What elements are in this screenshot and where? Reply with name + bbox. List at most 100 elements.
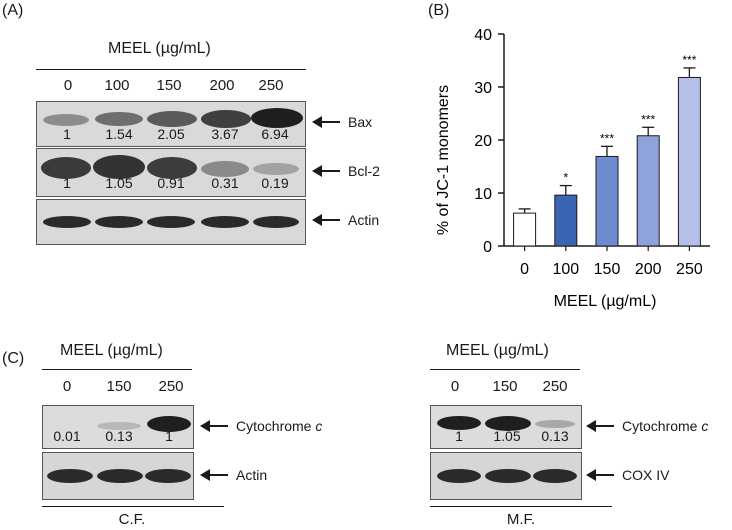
bar-0 (513, 212, 537, 247)
cytc-cf-label: Cytochrome (236, 418, 312, 434)
bcl2-band-200 (201, 161, 249, 177)
panel-c-right-header: MEEL (µg/mL) (446, 342, 549, 359)
actin-cf-band-150 (97, 469, 143, 483)
actin-arrow-a: Actin (312, 212, 380, 228)
panel-c-left-header-rule (42, 369, 192, 370)
bax-quant-200: 3.67 (211, 126, 239, 142)
bax-band-100 (95, 112, 143, 126)
coxiv-band-0 (437, 469, 481, 483)
panel-a-header-rule (36, 69, 306, 70)
panel-a-label: (A) (2, 2, 24, 19)
cytc-mf-band-250 (535, 420, 575, 428)
bcl2-quant-150: 0.91 (157, 175, 185, 191)
bcl2-band-0 (41, 157, 91, 179)
coxiv-band-250 (533, 469, 577, 483)
bcl2-band-250 (253, 163, 299, 175)
significance-200: *** (641, 112, 655, 126)
c-right-lane-150: 150 (492, 378, 518, 395)
actin-band-100 (95, 216, 143, 228)
c-left-lane-150: 150 (106, 378, 132, 395)
actin-cf-arrow: Actin (200, 467, 268, 483)
bar-250 (677, 76, 701, 247)
cytc-cf-band-250 (147, 416, 191, 432)
bcl2-arrow: Bcl-2 (312, 163, 380, 179)
panel-c-left-header: MEEL (µg/mL) (60, 342, 163, 359)
x-tick-label-200: 200 (635, 261, 662, 278)
y-tick-label-0: 0 (483, 239, 492, 256)
actin-cf-label: Actin (236, 467, 268, 483)
actin-cf-band-0 (47, 469, 93, 483)
c-left-lane-0: 0 (62, 378, 72, 395)
bcl2-label: Bcl-2 (348, 163, 380, 179)
cytc-mf-band-150 (485, 416, 531, 431)
bax-band-250 (251, 108, 303, 128)
bax-quant-150: 2.05 (157, 126, 185, 142)
bax-quant-100: 1.54 (105, 126, 133, 142)
panel-a-lane-250: 250 (258, 77, 284, 94)
cytc-cf-label-italic: c (315, 418, 323, 434)
actin-band-200 (201, 216, 249, 228)
panel-a-lane-0: 0 (63, 77, 73, 94)
bcl2-quant-250: 0.19 (261, 175, 289, 191)
cytc-cf-blot: 0.01 0.13 1 (42, 405, 194, 449)
y-tick-label-20: 20 (474, 133, 492, 150)
significance-250: *** (682, 53, 696, 67)
actin-band-150 (147, 216, 195, 228)
bar-200 (636, 135, 660, 247)
coxiv-mf-blot (430, 452, 582, 500)
arrow-left-icon (586, 420, 614, 432)
cytc-cf-arrow: Cytochrome c (200, 418, 323, 434)
coxiv-label: COX IV (622, 467, 670, 483)
bcl2-quant-0: 1 (63, 175, 71, 191)
bar-100 (554, 194, 578, 247)
c-left-lane-250: 250 (158, 378, 184, 395)
actin-label-a: Actin (348, 212, 380, 228)
cf-fraction-rule (42, 506, 224, 507)
bax-arrow: Bax (312, 114, 373, 130)
arrow-left-icon (586, 469, 614, 481)
bcl2-band-100 (93, 155, 145, 179)
x-tick-label-0: 0 (520, 261, 529, 278)
significance-100: * (563, 171, 568, 185)
cytc-mf-quant-0: 1 (455, 428, 463, 444)
cytc-mf-quant-250: 0.13 (541, 428, 569, 444)
cf-fraction-label: C.F. (118, 511, 146, 528)
cytc-cf-quant-150: 0.13 (105, 428, 133, 444)
coxiv-band-150 (485, 469, 531, 483)
bar-150 (595, 155, 619, 247)
bcl2-band-150 (147, 157, 197, 179)
bax-label: Bax (348, 114, 373, 130)
cytc-mf-quant-150: 1.05 (493, 428, 521, 444)
bcl2-blot: 1 1.05 0.91 0.31 0.19 (36, 148, 306, 197)
bax-band-0 (43, 114, 89, 126)
x-tick-label-100: 100 (552, 261, 579, 278)
coxiv-arrow: COX IV (586, 467, 670, 483)
arrow-left-icon (312, 165, 340, 177)
x-tick-label-250: 250 (676, 261, 703, 278)
actin-band-0 (43, 216, 91, 228)
arrow-left-icon (200, 420, 228, 432)
arrow-left-icon (312, 116, 340, 128)
panel-a-lane-150: 150 (156, 77, 182, 94)
c-right-lane-0: 0 (450, 378, 460, 395)
bcl2-quant-200: 0.31 (211, 175, 239, 191)
cytc-mf-label-italic: c (701, 418, 709, 434)
cytc-mf-arrow: Cytochrome c (586, 418, 709, 434)
bcl2-quant-100: 1.05 (105, 175, 133, 191)
chart-y-axis-label: % of JC-1 monomers (435, 85, 452, 235)
bax-quant-0: 1 (63, 126, 71, 142)
arrow-left-icon (312, 214, 340, 226)
bax-blot: 1 1.54 2.05 3.67 6.94 (36, 101, 306, 147)
bax-quant-250: 6.94 (261, 126, 289, 142)
cytc-mf-label: Cytochrome (622, 418, 698, 434)
cytc-mf-band-0 (437, 416, 481, 430)
panel-a-lane-100: 100 (104, 77, 130, 94)
cytc-cf-quant-0: 0.01 (53, 428, 81, 444)
chart-x-axis-label: MEEL (µg/mL) (554, 293, 657, 310)
x-tick-label-150: 150 (594, 261, 621, 278)
jc1-bar-chart: % of JC-1 monomers MEEL (µg/mL) 0 10 20 30 4… (435, 27, 710, 310)
mf-fraction-rule (430, 506, 612, 507)
y-tick-label-10: 10 (474, 186, 492, 203)
cytc-cf-band-150 (97, 422, 141, 430)
actin-blot-a (36, 199, 306, 245)
